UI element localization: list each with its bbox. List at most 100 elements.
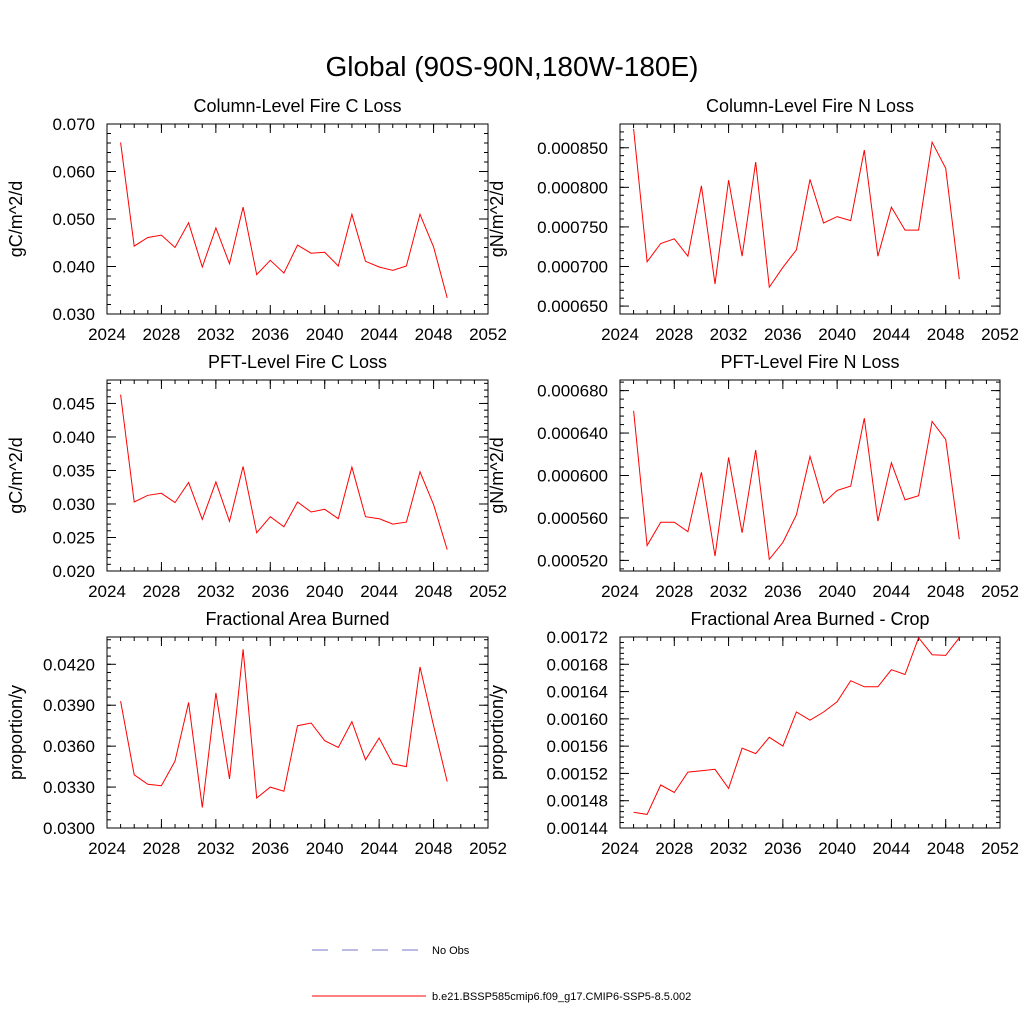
x-tick-label: 2028 (655, 325, 693, 344)
x-tick-label: 2044 (360, 839, 398, 858)
x-tick-label: 2036 (764, 582, 802, 601)
x-tick-label: 2052 (469, 582, 507, 601)
x-tick-label: 2032 (710, 839, 748, 858)
y-tick-label: 0.020 (52, 562, 95, 581)
legend-label-no-obs: No Obs (432, 945, 470, 957)
y-tick-label: 0.000520 (537, 551, 608, 570)
y-tick-label: 0.0330 (43, 778, 95, 797)
y-tick-label: 0.0390 (43, 696, 95, 715)
x-tick-label: 2032 (197, 839, 235, 858)
y-tick-label: 0.000600 (537, 467, 608, 486)
y-axis-label: gC/m^2/d (6, 181, 26, 257)
y-tick-label: 0.030 (52, 305, 95, 324)
y-tick-label: 0.000640 (537, 424, 608, 443)
x-tick-label: 2028 (655, 839, 693, 858)
y-axis-label: gN/m^2/d (487, 437, 507, 513)
chart-panel-1: Column-Level Fire C Loss 2024 2028 2032 2036… (6, 96, 507, 344)
x-tick-label: 2028 (143, 582, 181, 601)
x-tick-label: 2032 (197, 582, 235, 601)
chart-title: PFT-Level Fire N Loss (720, 352, 899, 372)
y-tick-label: 0.00156 (547, 737, 608, 756)
x-tick-label: 2024 (601, 839, 639, 858)
figure-title: Global (90S-90N,180W-180E) (325, 51, 698, 82)
y-tick-label: 0.00148 (547, 792, 608, 811)
chart-panel-5: Fractional Area Burned 2024 2028 2032 2036 20… (6, 609, 507, 858)
x-tick-label: 2032 (197, 325, 235, 344)
x-tick-label: 2044 (873, 325, 911, 344)
x-tick-label: 2040 (818, 582, 856, 601)
x-tick-label: 2040 (306, 582, 344, 601)
legend: No Obs b.e21.BSSP585cmip6.f09_g17.CMIP6-… (312, 945, 691, 1003)
x-tick-label: 2028 (143, 839, 181, 858)
y-tick-label: 0.060 (52, 163, 95, 182)
y-tick-label: 0.00160 (547, 710, 608, 729)
x-tick-label: 2032 (710, 325, 748, 344)
y-tick-label: 0.00152 (547, 764, 608, 783)
y-axis-label: proportion/y (6, 685, 26, 780)
x-tick-label: 2040 (818, 839, 856, 858)
chart-title: Column-Level Fire C Loss (193, 96, 401, 116)
series-line (633, 128, 960, 289)
plot-frame (619, 379, 1001, 572)
x-tick-label: 2040 (306, 325, 344, 344)
y-tick-label: 0.000850 (537, 139, 608, 158)
x-tick-label: 2036 (764, 325, 802, 344)
y-tick-label: 0.000700 (537, 258, 608, 277)
x-tick-label: 2024 (88, 582, 126, 601)
plot-frame (106, 379, 489, 572)
x-tick-label: 2048 (415, 325, 453, 344)
y-tick-label: 0.045 (52, 394, 95, 413)
series-line (120, 649, 448, 808)
series-line (120, 142, 448, 299)
chart-title: Fractional Area Burned - Crop (690, 609, 929, 629)
y-tick-label: 0.050 (52, 210, 95, 229)
legend-label-model-run: b.e21.BSSP585cmip6.f09_g17.CMIP6-SSP5-8.… (432, 991, 691, 1003)
x-tick-label: 2048 (415, 839, 453, 858)
x-tick-label: 2028 (143, 325, 181, 344)
x-tick-label: 2036 (251, 839, 289, 858)
plot-frame (106, 636, 489, 829)
x-tick-label: 2040 (818, 325, 856, 344)
series-line (120, 394, 448, 550)
y-tick-label: 0.0300 (43, 819, 95, 838)
y-tick-label: 0.00144 (547, 819, 608, 838)
x-tick-label: 2036 (251, 325, 289, 344)
x-tick-label: 2040 (306, 839, 344, 858)
series-line (633, 636, 960, 815)
y-tick-label: 0.025 (52, 528, 95, 547)
y-tick-label: 0.070 (52, 115, 95, 134)
x-tick-label: 2044 (360, 582, 398, 601)
y-tick-label: 0.000560 (537, 509, 608, 528)
x-tick-label: 2028 (655, 582, 693, 601)
x-tick-label: 2024 (88, 839, 126, 858)
series-line (633, 410, 960, 561)
x-tick-label: 2024 (601, 582, 639, 601)
y-tick-label: 0.000680 (537, 382, 608, 401)
x-tick-label: 2048 (927, 839, 965, 858)
chart-title: PFT-Level Fire C Loss (208, 352, 387, 372)
x-tick-label: 2036 (764, 839, 802, 858)
chart-panel-3: PFT-Level Fire C Loss 2024 2028 2032 2036 204… (6, 352, 507, 601)
x-tick-label: 2052 (981, 582, 1019, 601)
x-tick-label: 2036 (251, 582, 289, 601)
y-tick-label: 0.040 (52, 258, 95, 277)
x-tick-label: 2044 (873, 582, 911, 601)
y-axis-label: gN/m^2/d (487, 181, 507, 257)
y-tick-label: 0.035 (52, 461, 95, 480)
chart-panel-4: PFT-Level Fire N Loss 2024 2028 2032 2036 204… (487, 352, 1019, 601)
x-tick-label: 2052 (469, 325, 507, 344)
x-tick-label: 2048 (927, 325, 965, 344)
y-tick-label: 0.030 (52, 495, 95, 514)
y-tick-label: 0.040 (52, 428, 95, 447)
x-tick-label: 2032 (710, 582, 748, 601)
y-tick-label: 0.0420 (43, 655, 95, 674)
x-tick-label: 2044 (360, 325, 398, 344)
chart-title: Column-Level Fire N Loss (706, 96, 914, 116)
x-tick-label: 2024 (601, 325, 639, 344)
y-axis-label: proportion/y (487, 685, 507, 780)
y-tick-label: 0.0360 (43, 737, 95, 756)
chart-title: Fractional Area Burned (205, 609, 389, 629)
x-tick-label: 2052 (469, 839, 507, 858)
x-tick-label: 2052 (981, 839, 1019, 858)
